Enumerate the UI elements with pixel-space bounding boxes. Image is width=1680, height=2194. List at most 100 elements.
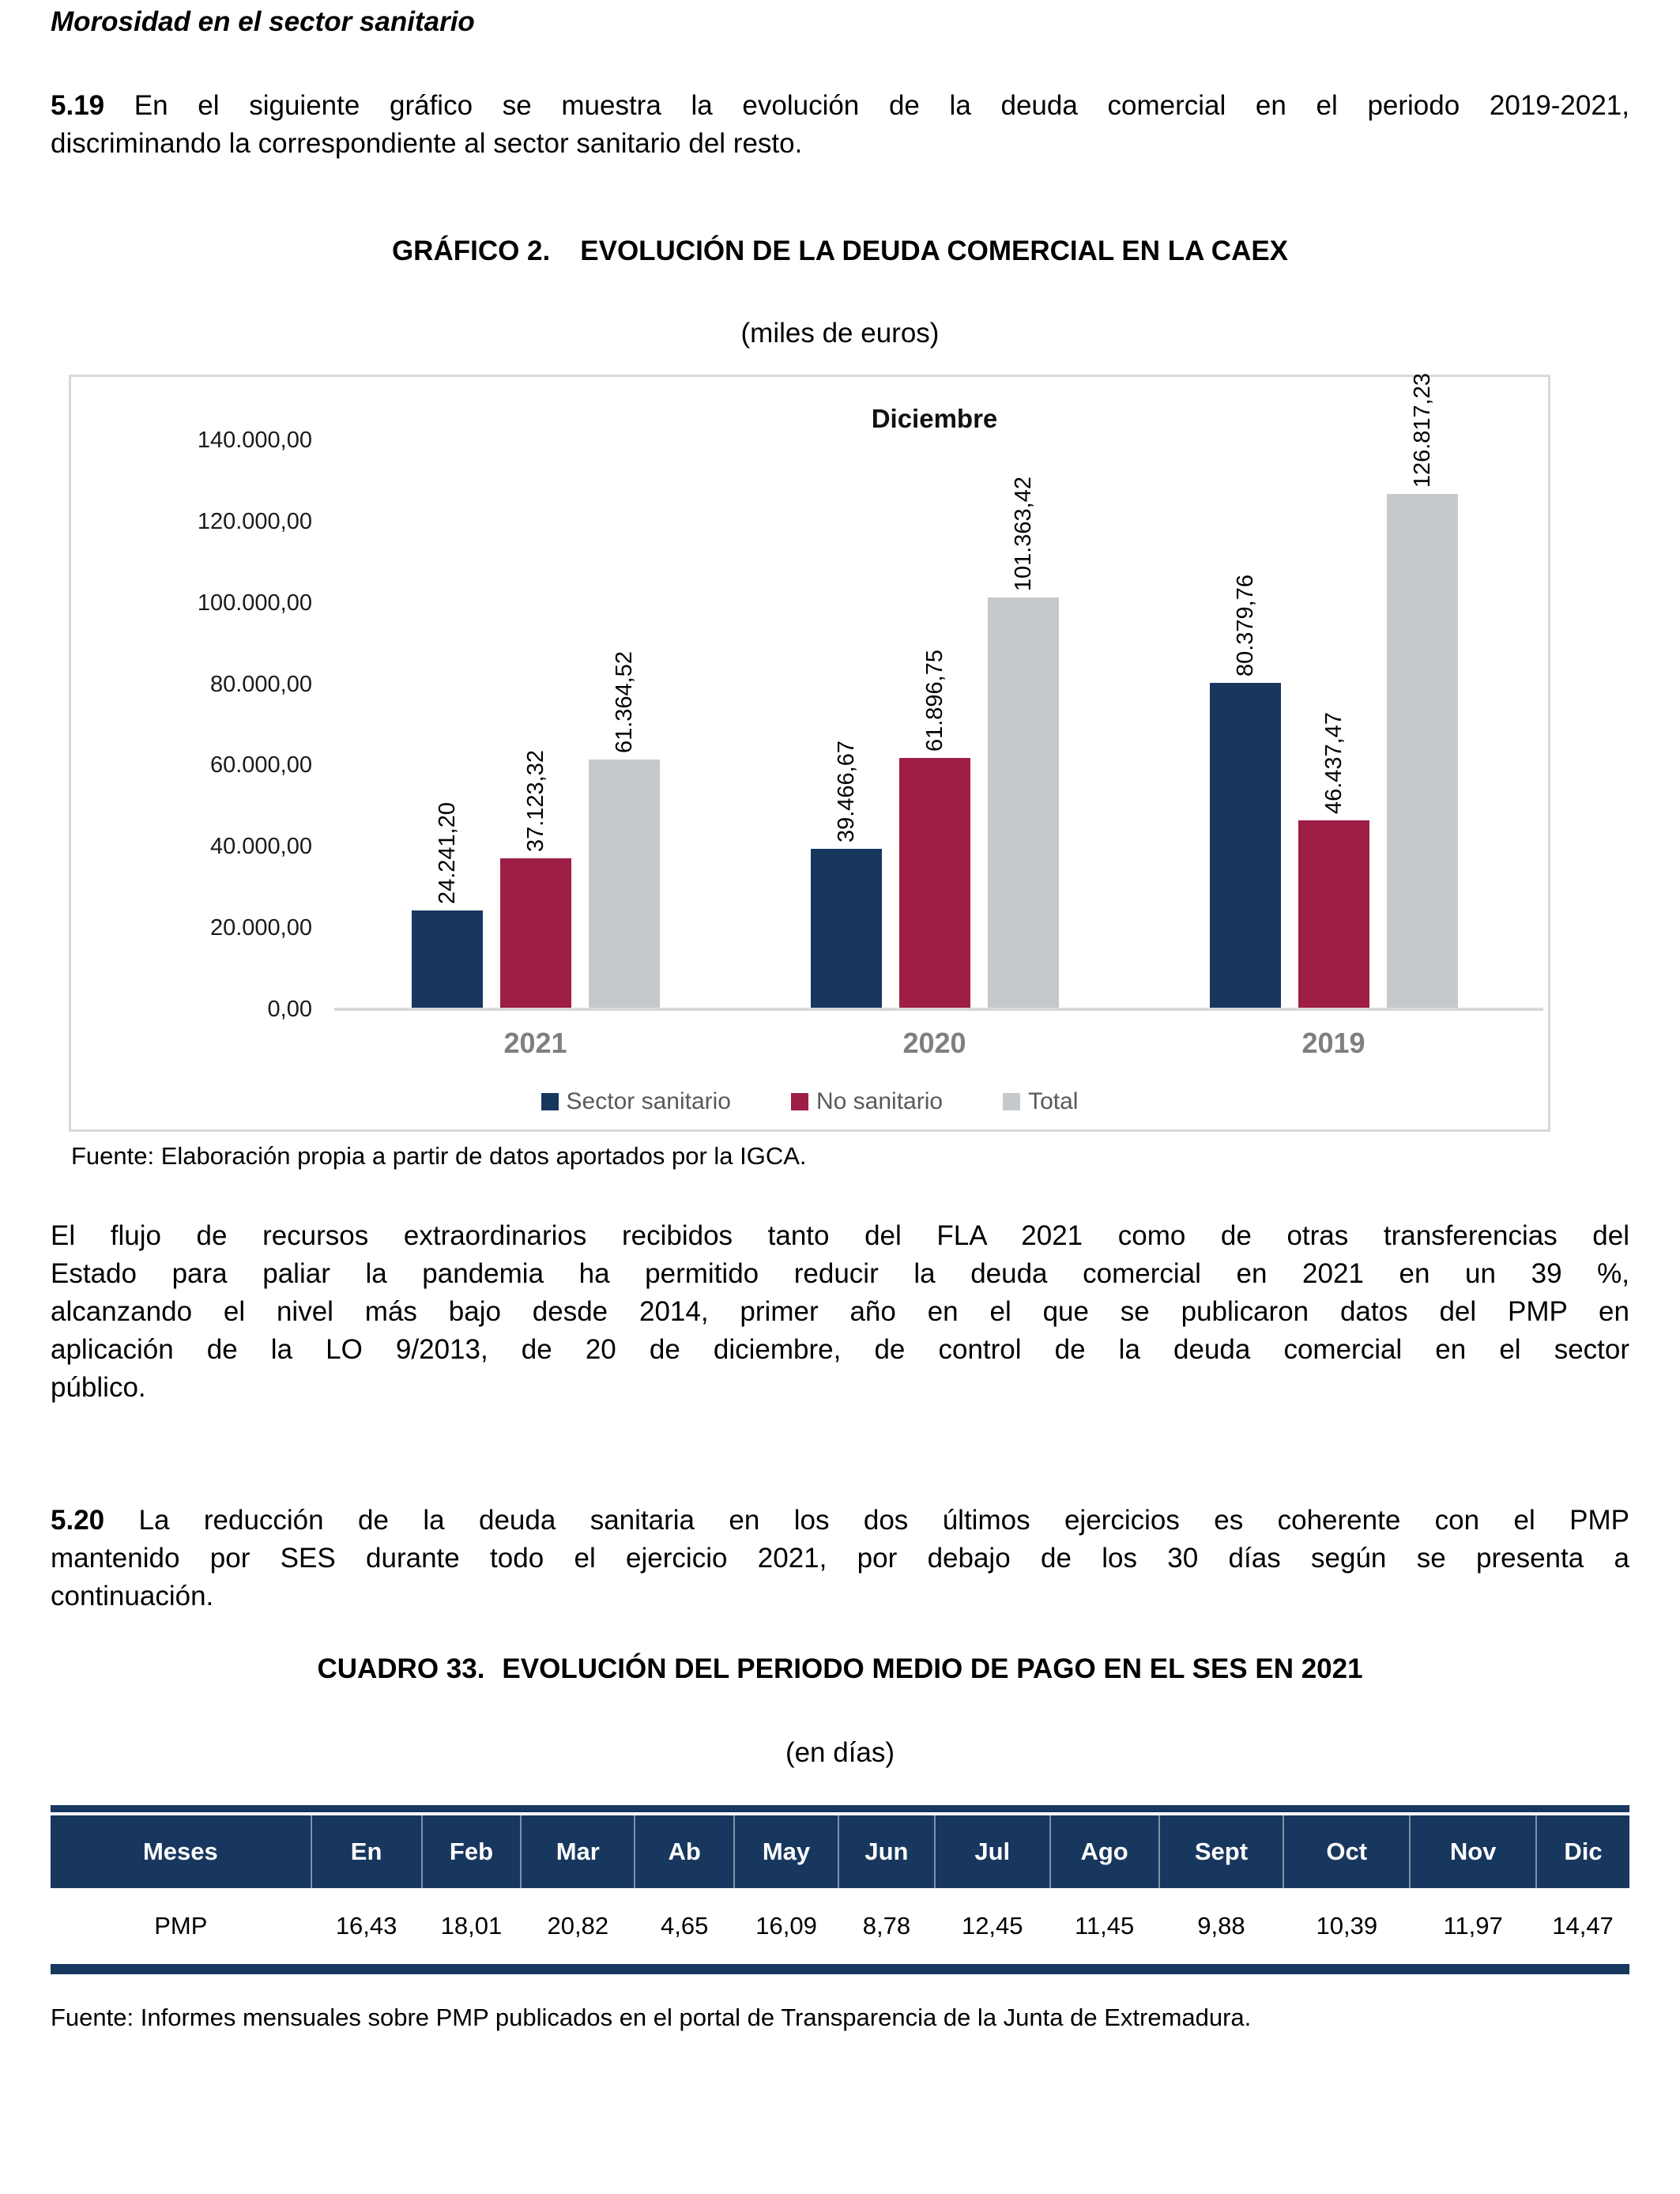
bar-chart: Diciembre 140.000,00 120.000,00 100.000,00… xyxy=(69,372,1550,1132)
table-header-cell: Jun xyxy=(838,1815,936,1888)
legend-item: Total xyxy=(1003,1088,1078,1115)
table-header-cell: Jul xyxy=(934,1815,1051,1888)
chart-legend: Sector sanitario No sanitario Total xyxy=(71,1088,1548,1115)
x-axis-label: 2021 xyxy=(503,1027,567,1059)
table-cell: 11,45 xyxy=(1049,1888,1159,1964)
chart-caption: GRÁFICO 2. EVOLUCIÓN DE LA DEUDA COMERCIA… xyxy=(51,234,1629,269)
chart-bar xyxy=(588,760,660,1009)
paragraph-number: 5.20 xyxy=(51,1505,105,1536)
chart-bar xyxy=(411,910,483,1009)
table-cell: 11,97 xyxy=(1410,1888,1537,1964)
paragraph-flujo: El flujo de recursos extraordinarios rec… xyxy=(51,1217,1629,1407)
chart-bar xyxy=(1386,494,1458,1009)
paragraph-number: 5.19 xyxy=(51,90,105,121)
y-axis-tick-label: 0,00 xyxy=(267,997,312,1022)
chart-bar xyxy=(987,598,1059,1009)
table-cell: 20,82 xyxy=(521,1888,635,1964)
y-axis-tick-label: 40.000,00 xyxy=(209,834,312,860)
chart-caption-label: GRÁFICO 2. xyxy=(391,236,551,266)
x-axis-line xyxy=(334,1008,1543,1011)
y-axis-tick-label: 120.000,00 xyxy=(197,508,312,534)
legend-swatch-icon xyxy=(1003,1093,1021,1110)
paragraph-line: 5.20 La reducción de la deuda sanitaria … xyxy=(51,1505,1629,1536)
legend-label: Sector sanitario xyxy=(566,1088,731,1114)
y-axis-tick-label: 60.000,00 xyxy=(209,752,312,778)
chart-bar xyxy=(810,849,882,1009)
table-header-cell: Dic xyxy=(1536,1815,1629,1888)
paragraph-line: aplicación de la LO 9/2013, de 20 de dic… xyxy=(51,1334,1629,1365)
table-header-cell: May xyxy=(734,1815,839,1888)
table-header-cell: Mar xyxy=(521,1815,636,1888)
table-cell: 4,65 xyxy=(635,1888,735,1964)
chart-bar xyxy=(1298,820,1369,1009)
page-content: Morosidad en el sector sanitario 5.19 En… xyxy=(51,6,1629,2031)
table-caption: CUADRO 33. EVOLUCIÓN DEL PERIODO MEDIO DE… xyxy=(51,1652,1629,1687)
y-axis-tick-label: 100.000,00 xyxy=(197,590,312,616)
bar-value-label: 61.364,52 xyxy=(611,650,637,753)
bar-value-label: 24.241,20 xyxy=(434,801,460,904)
x-axis-label: 2019 xyxy=(1301,1027,1365,1059)
chart-bar xyxy=(898,758,970,1009)
legend-swatch-icon xyxy=(790,1093,808,1110)
bar-value-label: 126.817,23 xyxy=(1409,372,1435,488)
table-cell: PMP xyxy=(51,1888,311,1964)
table-header-cell: Sept xyxy=(1158,1815,1285,1888)
x-axis-label: 2020 xyxy=(902,1027,966,1059)
table-header-cell: Ab xyxy=(635,1815,736,1888)
paragraph-5-20: 5.20 La reducción de la deuda sanitaria … xyxy=(51,1502,1629,1615)
chart-bar xyxy=(499,858,571,1009)
table-cell: 16,09 xyxy=(734,1888,838,1964)
table-row: PMP 16,43 18,01 20,82 4,65 16,09 8,78 12,45 11,4… xyxy=(51,1888,1629,1964)
chart-source-note: Fuente: Elaboración propia a partir de d… xyxy=(71,1142,807,1170)
table-header-cell: Ago xyxy=(1049,1815,1160,1888)
pmp-table-wrap: Meses En Feb Mar Ab May Jun Jul Ago Sept Oct Nov Dic… xyxy=(51,1805,1629,1974)
paragraph-5-19: 5.19 En el siguiente gráfico se muestra … xyxy=(51,87,1629,163)
table-header-cell: Nov xyxy=(1410,1815,1538,1888)
table-source-note: Fuente: Informes mensuales sobre PMP pub… xyxy=(51,2004,1252,2031)
bar-value-label: 80.379,76 xyxy=(1232,574,1258,677)
bar-value-label: 46.437,47 xyxy=(1320,711,1347,814)
table-caption-title: EVOLUCIÓN DEL PERIODO MEDIO DE PAGO EN E… xyxy=(502,1653,1363,1684)
table-cell: 16,43 xyxy=(311,1888,422,1964)
bar-value-label: 101.363,42 xyxy=(1010,476,1036,591)
table-caption-label: CUADRO 33. xyxy=(317,1653,485,1684)
table-top-border xyxy=(51,1805,1629,1812)
table-cell: 9,88 xyxy=(1158,1888,1284,1964)
paragraph-line: discriminando la correspondiente al sect… xyxy=(51,128,803,159)
paragraph-line: continuación. xyxy=(51,1581,214,1612)
legend-label: Total xyxy=(1028,1088,1079,1114)
table-cell: 14,47 xyxy=(1536,1888,1629,1964)
paragraph-line: Estado para paliar la pandemia ha permit… xyxy=(51,1258,1629,1289)
table-header-cell: En xyxy=(311,1815,423,1888)
legend-label: No sanitario xyxy=(816,1088,944,1114)
table-cell: 12,45 xyxy=(934,1888,1050,1964)
table-header-row: Meses En Feb Mar Ab May Jun Jul Ago Sept Oct Nov Dic xyxy=(51,1815,1629,1888)
legend-swatch-icon xyxy=(541,1093,559,1110)
table-header-cell: Oct xyxy=(1283,1815,1411,1888)
paragraph-line: público. xyxy=(51,1372,146,1403)
table-cell: 10,39 xyxy=(1283,1888,1411,1964)
chart-title: Diciembre xyxy=(871,404,998,433)
y-axis-tick-label: 80.000,00 xyxy=(209,671,312,697)
table-header-cell: Feb xyxy=(421,1815,522,1888)
y-axis-tick-label: 20.000,00 xyxy=(209,915,312,941)
table-unit-line: (en días) xyxy=(785,1737,895,1768)
table-header-cell: Meses xyxy=(51,1815,312,1888)
bar-value-label: 39.466,67 xyxy=(833,740,859,843)
chart-caption-title: EVOLUCIÓN DE LA DEUDA COMERCIAL EN LA CA… xyxy=(580,236,1289,266)
table-cell: 18,01 xyxy=(421,1888,522,1964)
section-title: Morosidad en el sector sanitario xyxy=(51,6,475,37)
chart-bar xyxy=(1209,683,1281,1009)
bar-value-label: 37.123,32 xyxy=(522,749,548,852)
pmp-table: Meses En Feb Mar Ab May Jun Jul Ago Sept Oct Nov Dic… xyxy=(51,1815,1629,1964)
paragraph-line: alcanzando el nivel más bajo desde 2014,… xyxy=(51,1296,1629,1327)
table-cell: 8,78 xyxy=(838,1888,935,1964)
paragraph-line: mantenido por SES durante todo el ejerci… xyxy=(51,1543,1629,1574)
paragraph-line: 5.19 En el siguiente gráfico se muestra … xyxy=(51,90,1629,121)
bar-value-label: 61.896,75 xyxy=(921,649,947,752)
chart-unit-line: (miles de euros) xyxy=(740,318,940,349)
table-bottom-border xyxy=(51,1964,1629,1974)
legend-item: No sanitario xyxy=(790,1088,944,1115)
paragraph-line: El flujo de recursos extraordinarios rec… xyxy=(51,1220,1629,1251)
